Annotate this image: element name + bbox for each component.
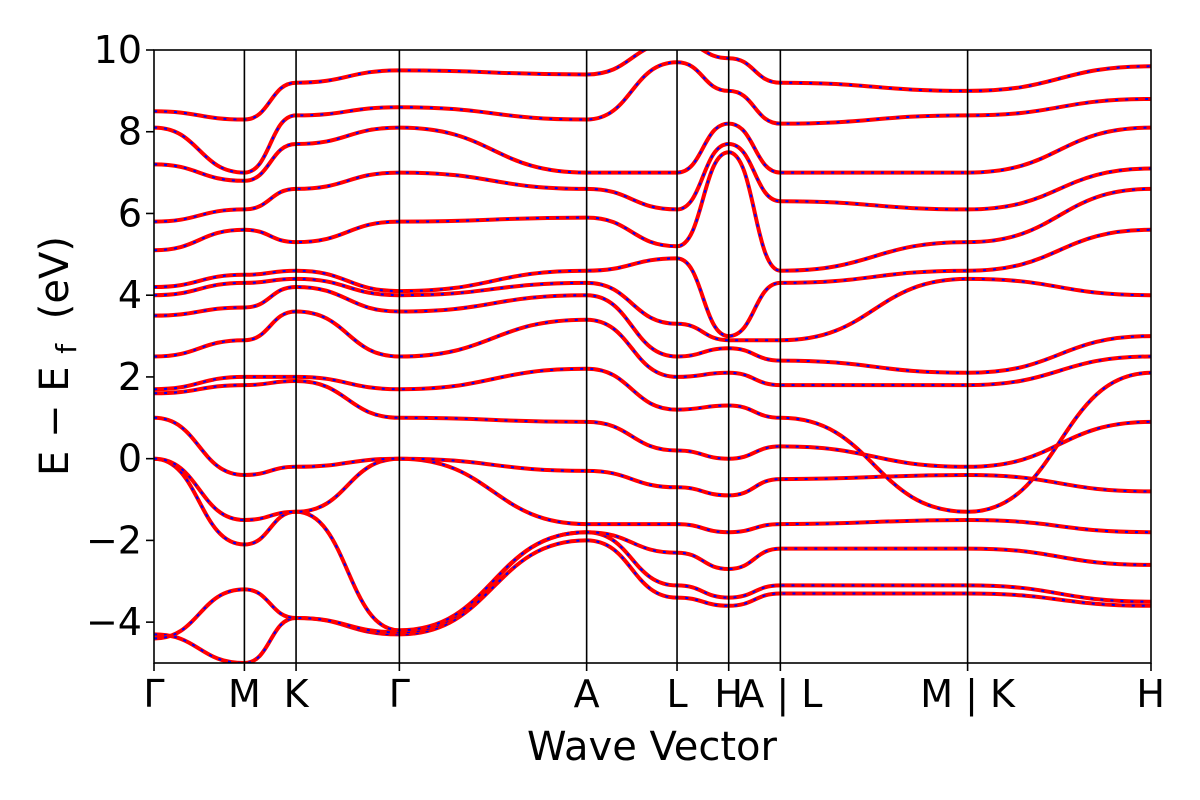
y-tick-label-3: 2 xyxy=(118,355,142,399)
y-axis-label: E − E f (eV) xyxy=(32,236,86,476)
y-tick-label-1: −2 xyxy=(86,518,142,562)
x-tick-label-4: A xyxy=(574,672,600,716)
bands-layer xyxy=(154,50,1151,663)
band-overlay-line-13 xyxy=(154,122,1151,182)
y-axis-label-main: E − E xyxy=(32,366,78,476)
x-axis-label: Wave Vector xyxy=(527,724,778,770)
band-line-4 xyxy=(154,415,1151,498)
x-tick-label-7: A | L xyxy=(738,672,822,717)
band-line-15 xyxy=(154,50,1151,122)
y-tick-label-2: 0 xyxy=(118,437,142,481)
band-line-0 xyxy=(154,538,1151,663)
band-line-14 xyxy=(154,60,1151,175)
x-tick-label-8: M | K xyxy=(920,672,1016,717)
band-overlay-line-0 xyxy=(154,539,1151,663)
band-line-12 xyxy=(154,141,1151,224)
x-tick-label-0: Γ xyxy=(143,672,164,716)
band-overlay-line-1 xyxy=(154,531,1151,640)
band-overlay-line-5 xyxy=(154,379,1151,468)
band-overlay-line-6 xyxy=(154,367,1151,513)
x-tick-label-6: H xyxy=(714,672,743,716)
band-line-3 xyxy=(154,456,1151,535)
y-tick-label-0: −4 xyxy=(86,600,142,644)
band-line-8 xyxy=(154,284,1151,375)
x-tick-label-2: K xyxy=(284,672,310,716)
band-overlay-line-8 xyxy=(154,285,1151,374)
y-tick-label-5: 6 xyxy=(118,191,142,235)
y-axis-label-subscript: f xyxy=(50,343,83,354)
band-overlay-line-12 xyxy=(154,142,1151,223)
y-tick-label-7: 10 xyxy=(94,28,142,72)
y-axis-label-unit: (eV) xyxy=(32,236,78,319)
y-tick-label-4: 4 xyxy=(118,273,142,317)
band-overlay-line-2 xyxy=(154,457,1151,632)
band-overlay-line-7 xyxy=(154,310,1151,387)
y-axis-ticks: −4 −2 0 2 4 6 8 10 xyxy=(86,28,154,644)
band-line-5 xyxy=(154,378,1151,469)
x-tick-label-9: H xyxy=(1136,672,1165,716)
plot-frame xyxy=(153,49,1152,664)
y-tick-label-6: 8 xyxy=(118,110,142,154)
x-tick-label-3: Γ xyxy=(389,672,410,716)
x-tick-label-1: M xyxy=(228,672,261,716)
kpath-lines xyxy=(243,50,969,663)
x-tick-label-5: L xyxy=(666,672,687,716)
band-line-10 xyxy=(154,227,1151,339)
band-line-6 xyxy=(154,366,1151,514)
band-overlay-line-14 xyxy=(154,61,1151,174)
band-overlay-line-3 xyxy=(154,457,1151,534)
band-overlay-line-9 xyxy=(154,277,1151,342)
band-line-13 xyxy=(154,121,1151,183)
